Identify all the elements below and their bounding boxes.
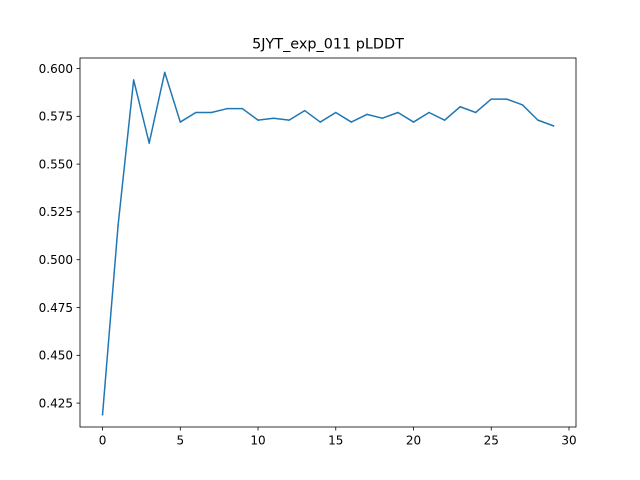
chart-title: 5JYT_exp_011 pLDDT [252,37,404,53]
data-point [335,111,337,114]
y-tick-label: 0.525 [39,205,73,219]
x-axis: 0 5 10 15 20 25 30 [99,427,577,448]
data-point [163,71,166,74]
y-tick-label: 0.425 [39,396,73,410]
y-tick-label: 0.450 [39,349,73,363]
y-tick-label: 0.550 [39,157,73,171]
data-point [101,413,104,416]
data-point [272,117,275,119]
data-point [443,119,446,121]
x-tick-label: 10 [250,434,265,448]
data-point [506,98,508,100]
data-point [148,142,150,144]
x-tick-label: 25 [484,434,499,448]
y-axis: 0.425 0.450 0.475 0.500 0.525 0.550 0.575 0.600 [39,62,80,410]
y-tick-label: 0.600 [39,62,73,76]
data-point [350,121,353,123]
x-tick-label: 30 [561,434,576,448]
axes-frame [79,57,577,428]
data-point [319,121,321,123]
data-point [552,125,555,127]
data-point [459,106,461,108]
data-point [412,121,415,123]
data-point [195,111,197,114]
data-point [521,104,524,106]
x-tick-label: 5 [176,434,184,448]
data-point [303,109,306,112]
data-point [241,107,244,110]
plot-area [101,71,555,416]
y-tick-label: 0.475 [39,301,73,315]
data-point [179,121,182,123]
data-point [117,224,119,227]
data-point [381,117,384,119]
data-point [288,119,290,121]
y-tick-label: 0.575 [39,110,73,124]
data-point [474,111,477,114]
y-tick-label: 0.500 [39,253,73,267]
data-point [226,107,228,110]
x-tick-label: 20 [406,434,421,448]
data-point [428,111,430,114]
x-tick-label: 0 [99,434,107,448]
data-point [210,111,213,114]
data-point [132,79,135,81]
data-point [537,119,539,121]
data-point [257,119,259,121]
x-tick-label: 15 [328,434,343,448]
data-point [397,111,399,114]
series-line-0 [101,71,555,416]
data-point [366,113,368,116]
data-point [490,98,493,100]
